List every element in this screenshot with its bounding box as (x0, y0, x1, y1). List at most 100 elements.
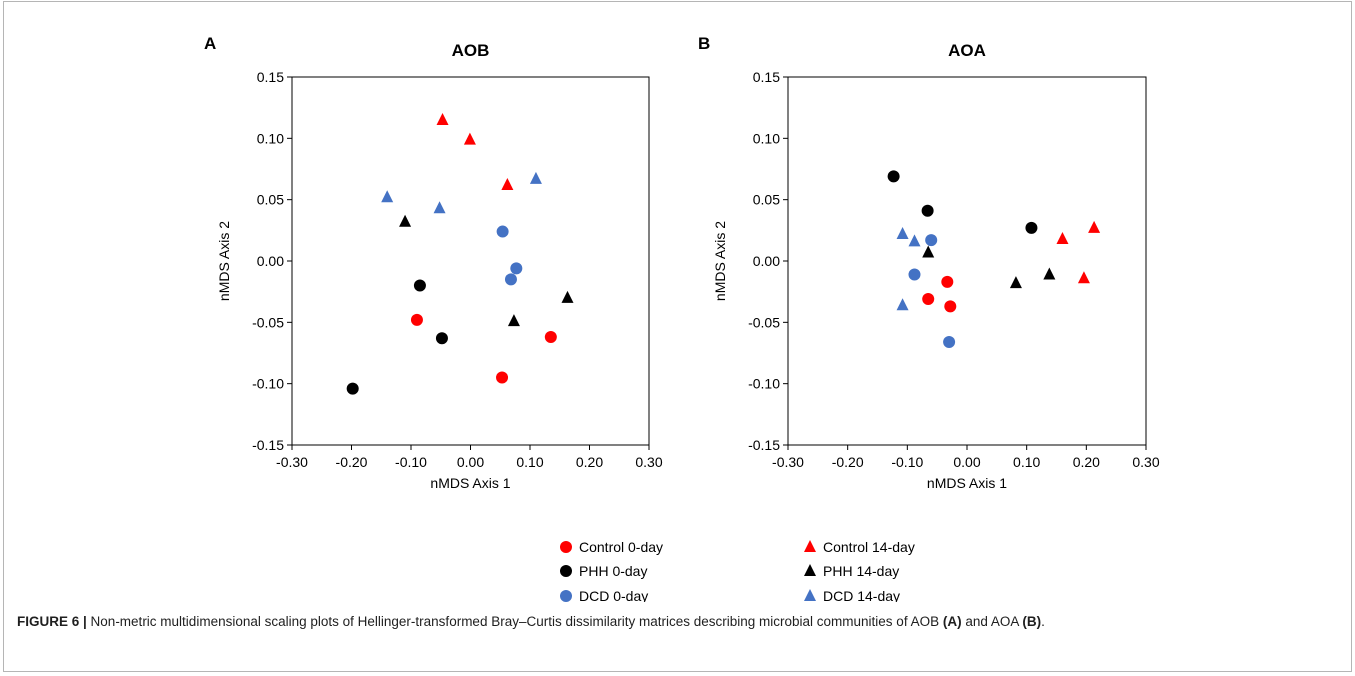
figure-canvas: A AOB0.150.100.050.00-0.05-0.10-0.15-0.30… (204, 34, 1160, 602)
data-point (1043, 267, 1056, 280)
y-tick-label: 0.00 (753, 253, 780, 269)
data-point (943, 335, 956, 348)
series-control-14-day (436, 112, 514, 190)
legend-item: Control 0-day (560, 539, 663, 555)
legend-marker-circle (560, 565, 572, 577)
chart-title: AOB (452, 41, 490, 60)
legend-item: Control 14-day (804, 539, 915, 555)
data-point (413, 279, 426, 292)
legend-marker-circle (560, 590, 572, 602)
plot-area-border (787, 76, 1147, 446)
caption-text-part-3: . (1041, 614, 1045, 629)
legend-item: PHH 14-day (804, 563, 899, 579)
data-point (922, 293, 935, 306)
x-tick-label: 0.00 (953, 454, 980, 470)
x-tick-label: 0.10 (1013, 454, 1040, 470)
y-tick-label: 0.10 (257, 130, 284, 146)
y-tick-label: -0.10 (252, 376, 284, 392)
legend-marker-triangle (804, 540, 816, 553)
data-point (908, 234, 921, 247)
x-axis-label: nMDS Axis 1 (430, 475, 510, 491)
y-tick-label: 0.10 (753, 130, 780, 146)
legend-label: Control 14-day (823, 539, 915, 555)
data-point (896, 298, 909, 311)
panel-letter-b: B (698, 34, 710, 53)
data-point (1009, 276, 1022, 289)
series-dcd-14-day (381, 171, 542, 214)
legend-marker-triangle (804, 589, 816, 602)
data-point (510, 262, 523, 275)
x-tick-label: 0.10 (516, 454, 543, 470)
data-point (496, 225, 509, 238)
caption-figure-label: FIGURE 6 | (17, 614, 87, 629)
data-point (501, 177, 514, 190)
data-point (921, 204, 934, 217)
series-phh-14-day (399, 214, 574, 327)
panel-letter-a: A (204, 34, 216, 53)
x-tick-label: -0.10 (395, 454, 427, 470)
series-phh-0-day (887, 170, 1038, 234)
y-tick-label: -0.05 (748, 314, 780, 330)
legend-marker-circle (560, 541, 572, 553)
y-tick-label: 0.00 (257, 253, 284, 269)
plot-area-border (291, 76, 650, 446)
series-dcd-0-day (908, 234, 956, 348)
caption-text-part-2: and AOA (961, 614, 1023, 629)
figure-frame: A AOB 0.15 0.10 0.05 0.00 -0.05 -0.10 -0.15 -0.30… (3, 1, 1352, 672)
legend-label: Control 0-day (579, 539, 663, 555)
caption-text-part-1: Non-metric multidimensional scaling plot… (86, 614, 943, 629)
data-point (1088, 220, 1101, 233)
y-tick-label: -0.15 (748, 437, 780, 453)
y-tick-label: -0.15 (252, 437, 284, 453)
data-point (1077, 271, 1090, 284)
y-axis-label: nMDS Axis 2 (216, 221, 232, 301)
x-tick-label: -0.10 (891, 454, 923, 470)
data-point (435, 332, 448, 345)
data-point (1056, 231, 1069, 244)
series-phh-0-day (346, 279, 448, 395)
data-point (925, 234, 938, 247)
legend-label: PHH 0-day (579, 563, 647, 579)
x-tick-label: -0.20 (832, 454, 864, 470)
caption-panel-ref-a: (A) (942, 614, 962, 629)
legend-label: DCD 14-day (823, 588, 900, 602)
x-tick-label: 0.20 (1073, 454, 1100, 470)
legend-label: PHH 14-day (823, 563, 899, 579)
data-point (941, 275, 954, 288)
y-axis-label: nMDS Axis 2 (712, 221, 728, 301)
x-tick-label: 0.30 (635, 454, 662, 470)
x-tick-label: -0.30 (276, 454, 308, 470)
data-point (944, 300, 957, 313)
y-tick-label: 0.05 (257, 192, 284, 208)
data-point (887, 170, 900, 183)
data-point (346, 382, 359, 395)
legend-item: PHH 0-day (560, 563, 647, 579)
series-control-0-day (922, 275, 957, 313)
y-tick-label: -0.10 (748, 376, 780, 392)
data-point (1025, 221, 1038, 234)
series-dcd-14-day (896, 227, 921, 311)
series-dcd-0-day (496, 225, 523, 286)
data-point (433, 201, 446, 214)
data-point (922, 245, 935, 258)
panel-a: A AOB 0.15 0.10 0.05 0.00 -0.05 -0.10 -0.15-0.30… (204, 34, 663, 491)
x-axis-label: nMDS Axis 1 (927, 475, 1007, 491)
caption-panel-ref-b: (B) (1022, 614, 1042, 629)
y-tick-label: 0.15 (257, 69, 284, 85)
data-point (381, 190, 394, 203)
data-point (399, 214, 412, 227)
figure-caption: FIGURE 6 | Non-metric multidimensional s… (17, 611, 1337, 632)
data-point (496, 371, 509, 384)
data-point (544, 331, 557, 344)
series-phh-14-day (922, 245, 1056, 289)
y-tick-label: 0.05 (753, 192, 780, 208)
legend: Control 0-day Control 14-day PHH 0-day PHH … (560, 539, 915, 602)
data-point (504, 273, 517, 286)
series-control-14-day (1056, 220, 1101, 284)
data-point (507, 314, 520, 327)
y-tick-label: -0.05 (252, 314, 284, 330)
series-control-0-day (410, 313, 557, 384)
data-point (463, 132, 476, 145)
data-point (561, 290, 574, 303)
data-point (529, 171, 542, 184)
